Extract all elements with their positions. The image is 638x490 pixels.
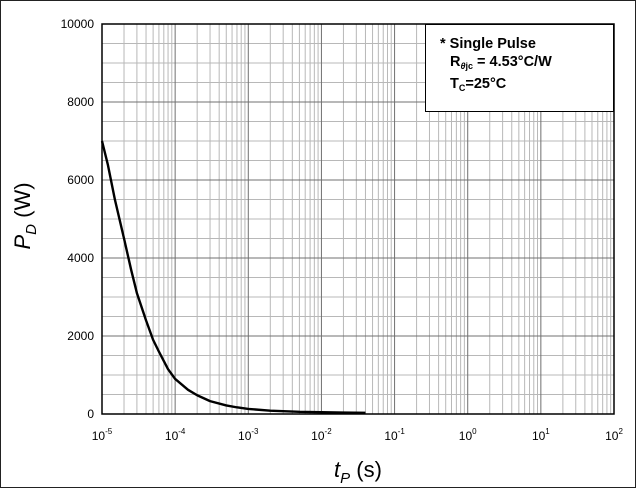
tick-labels: 0 2000 4000 6000 8000 10000 10-5 10-4 10-3 10-2 10… [61, 17, 624, 443]
x-tick-label: 10-5 [92, 427, 113, 443]
x-tick-label: 10-3 [238, 427, 259, 443]
y-title-sub: D [23, 224, 40, 235]
x-tick-label: 10-2 [311, 427, 332, 443]
y-title-var: P [10, 235, 35, 250]
axis-titles: PD (W) tP (s) [10, 182, 382, 487]
resistance-subscript: θjc [460, 61, 473, 71]
annotation-line-pulse: * Single Pulse [440, 36, 536, 52]
y-axis-title: PD (W) [10, 182, 40, 249]
temperature-symbol: T [450, 76, 459, 92]
y-tick-label: 10000 [61, 17, 95, 31]
resistance-value: = 4.53°C/W [473, 54, 552, 70]
x-tick-label: 102 [605, 427, 623, 443]
temperature-value: =25°C [465, 76, 507, 92]
temperature-subscript: C [458, 83, 466, 93]
resistance-symbol: R [450, 54, 461, 70]
plot-area-border [101, 23, 615, 415]
y-title-unit: (W) [10, 182, 35, 224]
resistance-sub-theta: θ [460, 61, 466, 71]
annotation-line-resistance: Rθjc = 4.53°C/W [440, 53, 613, 75]
series-layer [100, 140, 366, 415]
y-tick-label: 2000 [67, 329, 94, 343]
resistance-sub-jc: jc [465, 61, 474, 71]
x-tick-label: 10-1 [384, 427, 405, 443]
x-tick-label: 101 [532, 427, 550, 443]
x-title-sub: P [340, 470, 350, 487]
x-title-unit: (s) [350, 457, 382, 482]
annotation-box: * Single Pulse Rθjc = 4.53°C/W TC=25°C [425, 24, 614, 112]
x-tick-label: 100 [459, 427, 477, 443]
y-tick-label: 4000 [67, 251, 94, 265]
x-title-var: t [334, 457, 341, 482]
y-tick-label: 0 [87, 407, 94, 421]
x-tick-label: 10-4 [165, 427, 186, 443]
x-axis-title: tP (s) [334, 457, 382, 487]
y-tick-label: 6000 [67, 173, 94, 187]
series-line [100, 140, 366, 415]
y-tick-label: 8000 [67, 95, 94, 109]
annotation-line-temperature: TC=25°C [440, 75, 613, 97]
